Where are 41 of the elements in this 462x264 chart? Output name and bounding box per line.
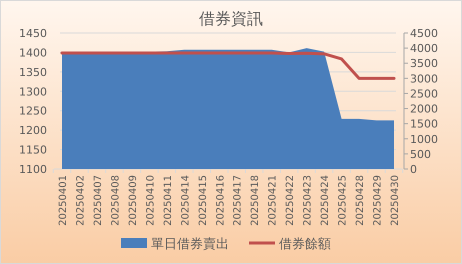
x-tick-label: 20250421 — [268, 175, 279, 226]
y2-tick-label: 1000 — [410, 132, 438, 146]
y-tick-label: 1100 — [19, 163, 47, 176]
y-tick-label: 1300 — [19, 85, 47, 98]
y2-tick-label: 4000 — [410, 42, 438, 56]
x-tick-label: 20250428 — [355, 175, 366, 226]
x-tick-label: 20250415 — [198, 175, 209, 226]
x-tick-label: 20250408 — [110, 175, 122, 226]
y-tick-label: 1350 — [19, 66, 47, 79]
y2-tick-label: 3000 — [410, 72, 438, 86]
y2-tick-label: 4500 — [410, 27, 438, 40]
x-tick-label: 20250417 — [232, 175, 244, 226]
y2-tick-label: 2000 — [410, 102, 438, 116]
x-tick-label: 20250422 — [285, 175, 296, 226]
x-tick-label: 20250416 — [215, 175, 226, 226]
x-tick-label: 20250402 — [75, 175, 86, 226]
x-tick-label: 20250424 — [320, 175, 332, 226]
y-tick-label: 1400 — [19, 46, 47, 60]
x-tick-label: 20250414 — [180, 175, 192, 226]
y2-tick-label: 2500 — [410, 87, 438, 100]
x-tick-label: 20250409 — [128, 175, 139, 226]
y-tick-label: 1450 — [19, 27, 47, 40]
x-tick-label: 20250407 — [92, 175, 104, 226]
x-tick-label: 20250430 — [390, 175, 401, 226]
x-tick-label: 20250418 — [250, 175, 262, 226]
y2-tick-label: 500 — [410, 148, 431, 161]
y2-tick-label: 3500 — [410, 57, 438, 70]
y-tick-label: 1150 — [19, 144, 47, 157]
x-tick-label: 20250425 — [338, 175, 349, 226]
y-tick-label: 1250 — [19, 104, 47, 118]
legend-label: 借券餘額 — [279, 237, 331, 252]
chart-title: 借券資訊 — [199, 9, 263, 28]
x-tick-label: 20250410 — [145, 175, 156, 226]
y-tick-label: 1200 — [19, 124, 47, 138]
legend-label: 單日借券賣出 — [151, 237, 229, 252]
y2-tick-label: 0 — [410, 163, 417, 176]
y2-tick-label: 1500 — [410, 118, 438, 131]
x-tick-label: 20250401 — [58, 175, 69, 226]
x-tick-label: 20250423 — [302, 175, 314, 226]
x-tick-label: 20250411 — [162, 175, 174, 226]
x-tick-label: 20250429 — [372, 175, 384, 226]
